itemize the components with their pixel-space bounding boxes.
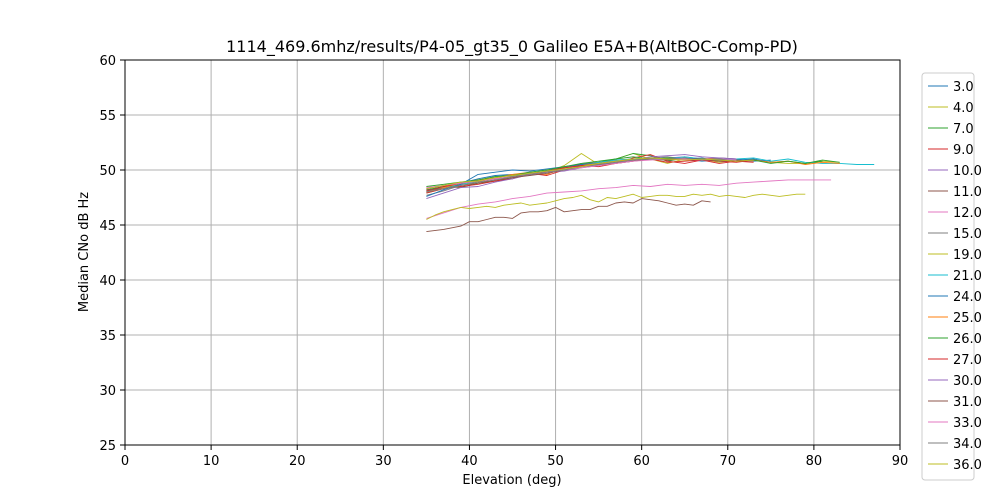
legend-label: 25.0	[953, 311, 982, 326]
x-tick-label: 90	[892, 454, 909, 469]
legend-label: 24.0	[953, 290, 982, 305]
legend-label: 27.0	[953, 353, 982, 368]
plot-frame	[124, 59, 901, 446]
y-axis-label: Median CNo dB Hz	[77, 192, 92, 312]
y-tick-label: 40	[99, 274, 116, 289]
x-tick-label: 60	[633, 454, 650, 469]
x-axis-label: Elevation (deg)	[462, 473, 561, 488]
legend-label: 31.0	[953, 395, 982, 410]
x-tick-label: 0	[121, 454, 129, 469]
legend-label: 12.0	[953, 206, 982, 221]
legend-label: 11.0	[953, 185, 982, 200]
x-tick-label: 20	[289, 454, 306, 469]
legend-label: 15.0	[953, 227, 982, 242]
legend-label: 26.0	[953, 332, 982, 347]
series-line-19-0	[426, 193, 806, 220]
x-tick-label: 30	[375, 454, 392, 469]
series-line-12-0	[426, 179, 832, 219]
y-tick-label: 25	[99, 439, 116, 454]
y-tick-label: 55	[99, 109, 116, 124]
x-tick-label: 10	[203, 454, 220, 469]
legend-label: 30.0	[953, 374, 982, 389]
legend-label: 3.0	[953, 80, 974, 95]
y-tick-label: 50	[99, 164, 116, 179]
y-tick-label: 60	[99, 54, 116, 69]
x-tick-label: 80	[806, 454, 823, 469]
series-line-34-0	[426, 157, 754, 193]
legend-label: 33.0	[953, 416, 982, 431]
x-tick-label: 50	[547, 454, 564, 469]
x-tick-label: 70	[720, 454, 737, 469]
legend-label: 36.0	[953, 458, 982, 473]
series-line-26-0	[426, 156, 840, 187]
series-line-36-0	[426, 157, 754, 190]
x-axis-ticks: 0 10 20 30 40 50 60 70 80 90	[121, 445, 908, 469]
legend-label: 7.0	[953, 122, 974, 137]
legend-label: 21.0	[953, 269, 982, 284]
x-tick-label: 40	[461, 454, 478, 469]
legend-label: 4.0	[953, 101, 974, 116]
legend-label: 9.0	[953, 143, 974, 158]
chart-title: 1114_469.6mhz/results/P4-05_gt35_0 Galil…	[226, 37, 798, 57]
legend: 3.0 4.0 7.0 9.0 10.0 11.0 12.0 15.0 19.0 21.0 24.0…	[921, 72, 982, 481]
legend-label: 10.0	[953, 164, 982, 179]
series-lines	[426, 153, 875, 233]
legend-label: 19.0	[953, 248, 982, 263]
y-tick-label: 45	[99, 219, 116, 234]
series-line-11-0	[426, 198, 711, 233]
y-tick-label: 30	[99, 384, 116, 399]
y-axis-ticks: 25 30 35 40 45 50 55 60	[99, 54, 125, 454]
legend-box	[921, 72, 975, 481]
y-tick-label: 35	[99, 329, 116, 344]
legend-label: 34.0	[953, 437, 982, 452]
